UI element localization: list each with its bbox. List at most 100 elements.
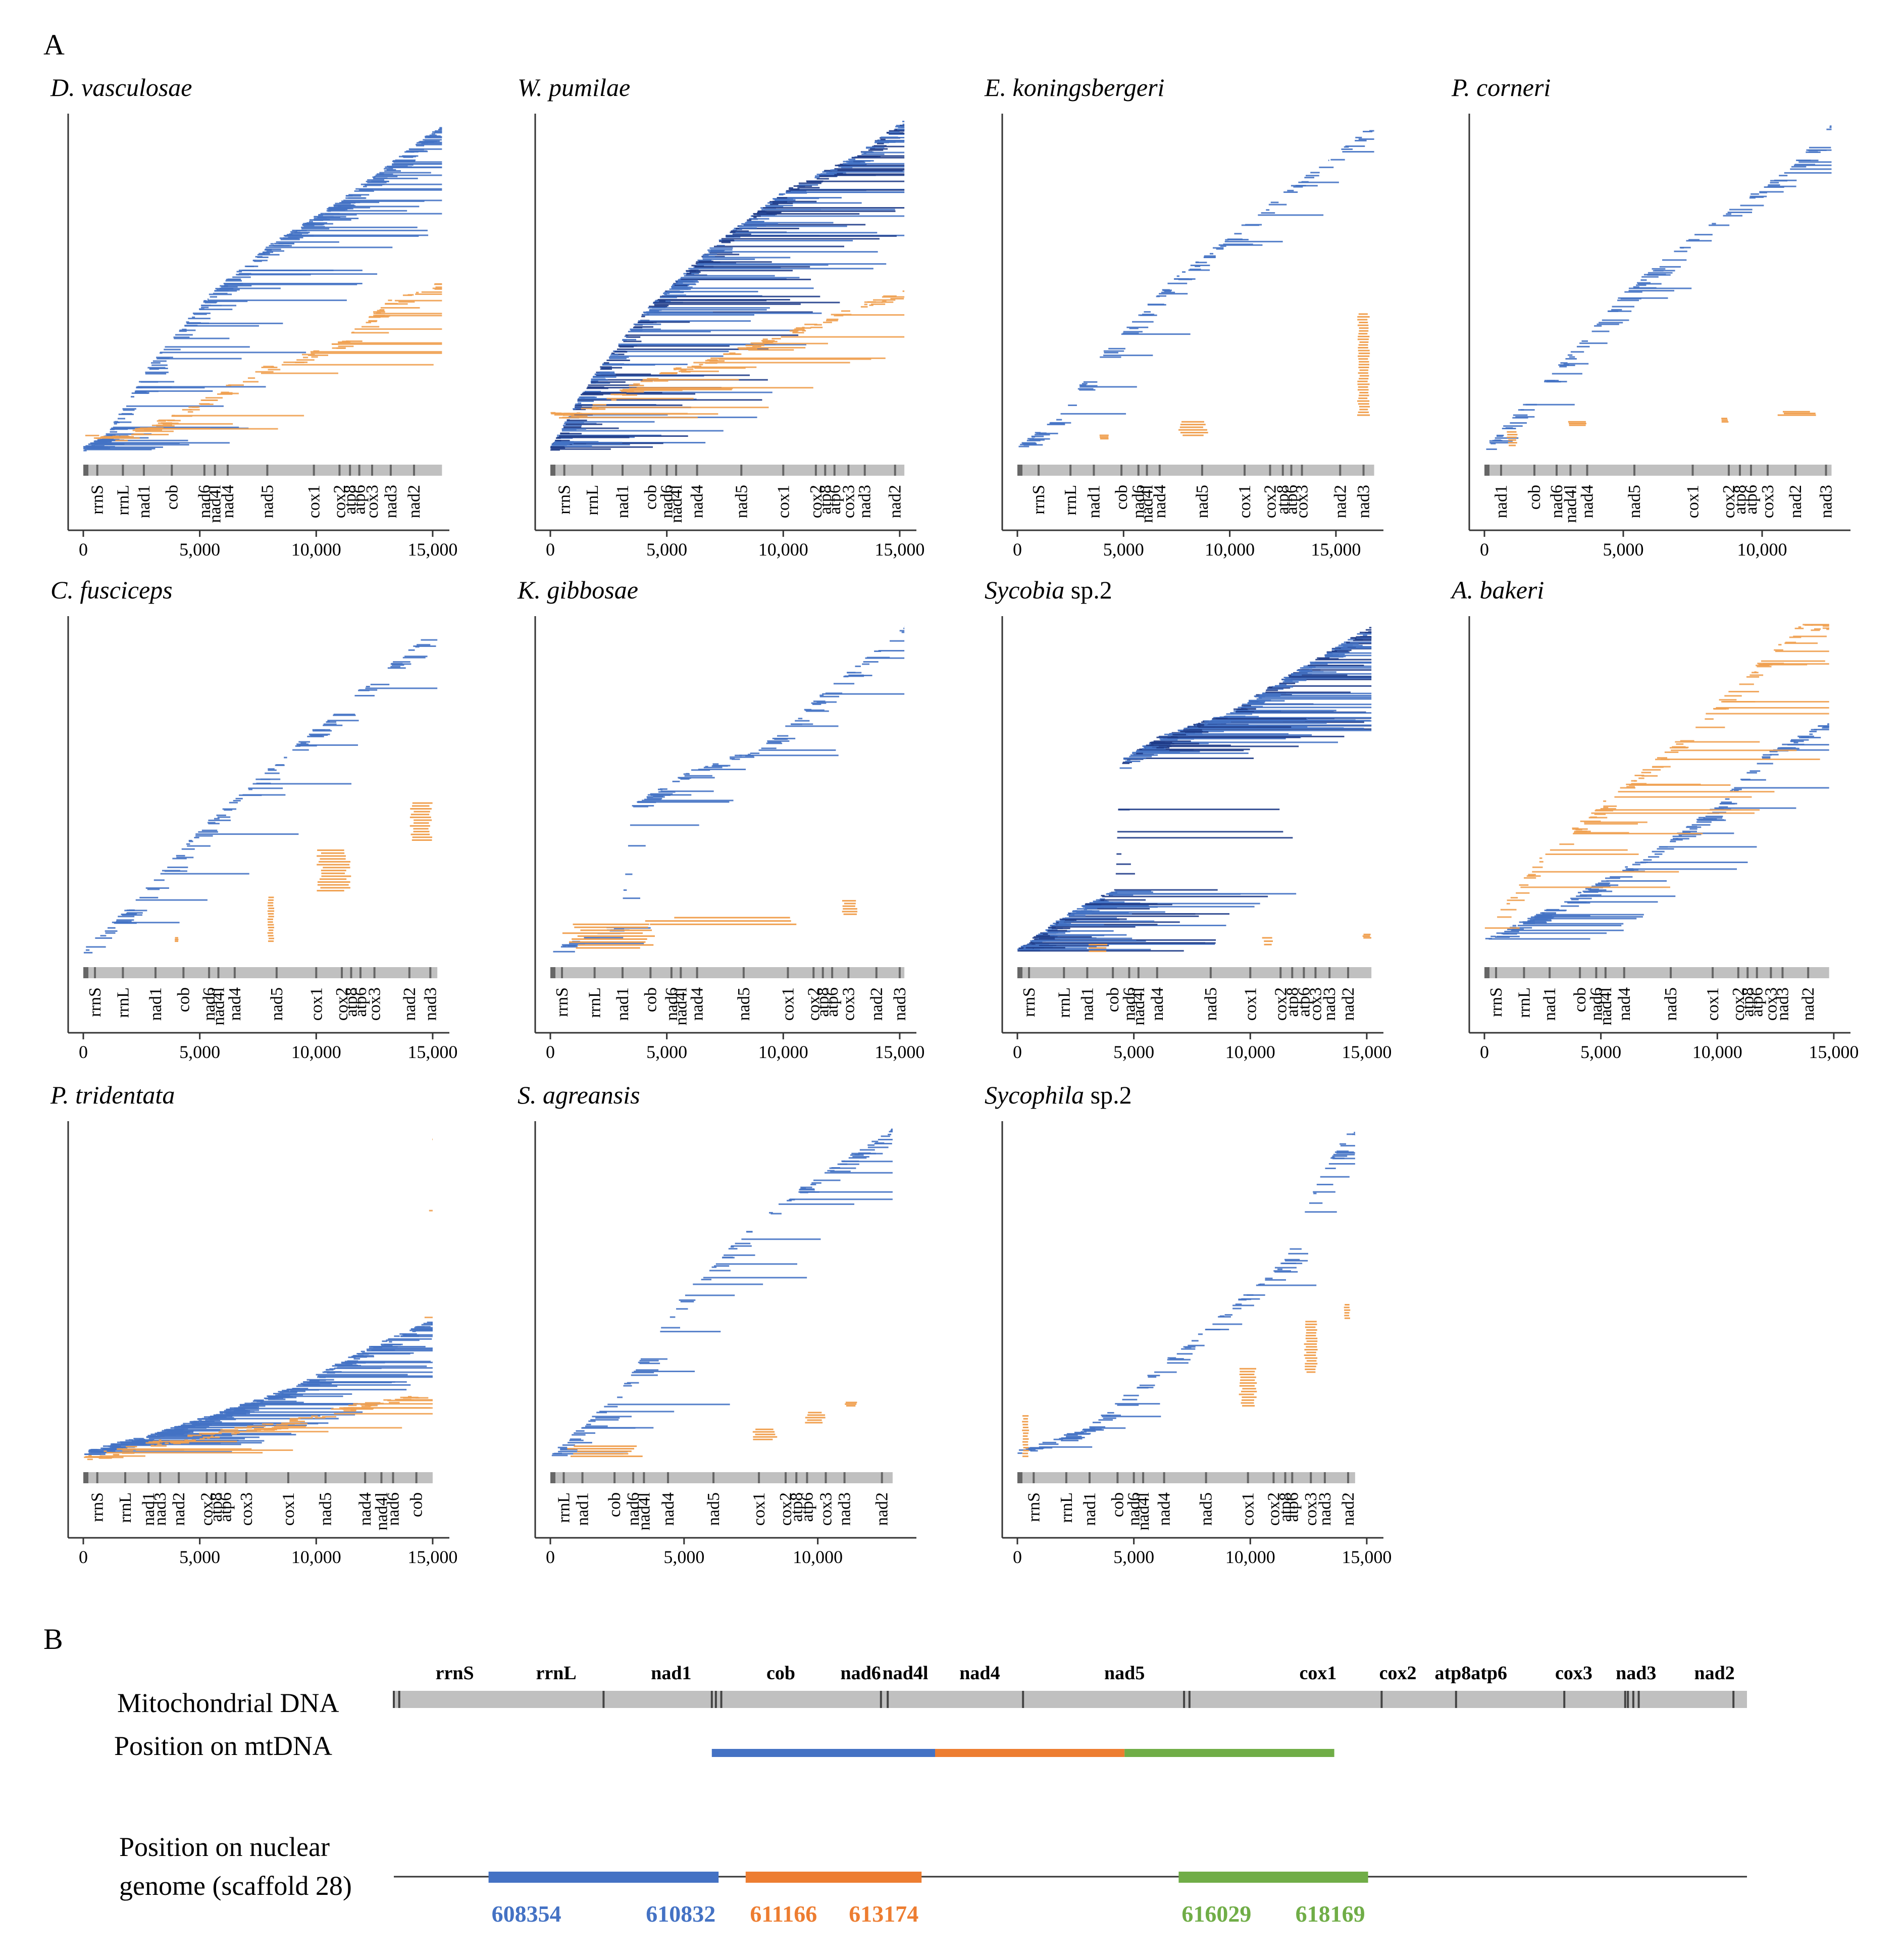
- gene-boundary-tick: [1281, 465, 1284, 476]
- gene-boundary-tick: [622, 967, 624, 978]
- mtdna-gene-boundary: [710, 1691, 713, 1708]
- gene-boundary-tick: [245, 1472, 247, 1483]
- gene-boundary-tick: [758, 1472, 760, 1483]
- gene-boundary-tick: [208, 967, 211, 978]
- gene-label: rrnS: [553, 987, 572, 1017]
- gene-label: nad4: [1155, 1492, 1174, 1526]
- gene-label: rrnL: [116, 1492, 135, 1523]
- gene-boundary-tick: [1249, 967, 1252, 978]
- nuclear-segment-2: [745, 1872, 922, 1883]
- x-tick-label: 0: [1013, 1042, 1022, 1062]
- gene-boundary-tick: [1301, 465, 1303, 476]
- gene-boundary-tick: [214, 465, 216, 476]
- mtdna-gene-boundary: [1455, 1691, 1457, 1708]
- gene-label: nad2: [867, 987, 886, 1021]
- mt-gene-label: nad4l: [883, 1663, 929, 1684]
- gene-label: atp8: [1274, 485, 1293, 515]
- gene-label: nad3: [151, 1492, 170, 1526]
- gene-label: nad5: [1202, 987, 1220, 1021]
- genome-bar: [550, 1472, 893, 1483]
- gene-label: nad4l: [1597, 987, 1615, 1026]
- gene-label: cox2: [1271, 987, 1290, 1021]
- gene-label: cob: [1525, 485, 1544, 510]
- gene-label: nad1: [1492, 485, 1511, 518]
- gene-boundary-tick: [712, 1472, 715, 1483]
- row-label-position-mtdna: Position on mtDNA: [114, 1731, 332, 1761]
- gene-boundary-tick: [1279, 967, 1282, 978]
- gene-boundary-tick: [178, 1472, 180, 1483]
- gene-boundary-tick: [1807, 967, 1810, 978]
- gene-boundary-tick: [324, 1472, 327, 1483]
- gene-label: nad3: [421, 987, 440, 1021]
- gene-label: nad6: [1125, 1492, 1144, 1526]
- gene-boundary-tick: [1017, 465, 1022, 476]
- chart-title-species: P. tridentata: [50, 1081, 175, 1109]
- gene-label: nad4l: [1129, 987, 1148, 1026]
- mt-gene-label: rrnS: [436, 1663, 474, 1684]
- mtdna-gene-boundary: [714, 1691, 717, 1708]
- x-tick-label: 0: [546, 539, 555, 560]
- gene-boundary-tick: [843, 1472, 846, 1483]
- gene-label: nad5: [732, 485, 751, 518]
- gene-label: atp6: [1295, 987, 1313, 1017]
- gene-label: nad4: [356, 1492, 375, 1526]
- mt-gene-label: nad1: [651, 1663, 691, 1684]
- gene-boundary-tick: [1137, 465, 1140, 476]
- genome-bar: [1017, 465, 1374, 476]
- gene-boundary-tick: [613, 1472, 616, 1483]
- gene-label: atp6: [1282, 485, 1301, 515]
- gene-label: cox1: [307, 987, 326, 1021]
- gene-label: nad4l: [635, 1492, 653, 1531]
- gene-label: nad3: [856, 485, 874, 518]
- gene-boundary-tick: [821, 967, 824, 978]
- gene-boundary-tick: [740, 465, 743, 476]
- gene-label: cob: [1571, 987, 1589, 1012]
- gene-boundary-tick: [1770, 967, 1772, 978]
- gene-label: nad6: [200, 987, 219, 1021]
- gene-label: cox3: [839, 485, 858, 518]
- gene-boundary-tick: [1579, 967, 1581, 978]
- nuclear-coordinate: 611166: [750, 1901, 817, 1927]
- x-tick-label: 5,000: [1113, 1547, 1154, 1567]
- gene-boundary-tick: [124, 1472, 127, 1483]
- x-tick-label: 10,000: [291, 539, 341, 560]
- gene-label: cox1: [1684, 485, 1703, 518]
- chart-title-species: K. gibbosae: [517, 576, 638, 604]
- gene-boundary-tick: [341, 967, 343, 978]
- gene-boundary-tick: [561, 967, 563, 978]
- x-tick-label: 0: [79, 1547, 88, 1567]
- gene-boundary-tick: [1120, 465, 1123, 476]
- gene-boundary-tick: [142, 465, 145, 476]
- gene-label: nad5: [1193, 485, 1212, 518]
- x-tick-label: 5,000: [1580, 1042, 1621, 1062]
- genome-bar: [83, 465, 442, 476]
- gene-boundary-tick: [1156, 967, 1158, 978]
- gene-boundary-tick: [1691, 465, 1694, 476]
- gene-label: nad3: [1773, 987, 1792, 1021]
- x-tick-label: 15,000: [874, 539, 924, 560]
- gene-label: nad5: [258, 485, 277, 518]
- gene-boundary-tick: [1291, 967, 1294, 978]
- gene-boundary-tick: [358, 465, 361, 476]
- chart-title: C. fusciceps: [50, 576, 173, 604]
- chart-title-species: E. koningsbergeri: [984, 73, 1164, 102]
- panel-a-label: A: [43, 28, 65, 61]
- nuclear-coordinate: 613174: [849, 1901, 918, 1927]
- gene-boundary-tick: [1347, 967, 1350, 978]
- gene-boundary-tick: [1756, 967, 1758, 978]
- mtdna-gene-boundary: [1624, 1691, 1626, 1708]
- gene-boundary-tick: [563, 465, 565, 476]
- gene-label: nad4: [1148, 987, 1167, 1021]
- gene-boundary-tick: [847, 465, 850, 476]
- x-tick-label: 0: [1480, 1042, 1489, 1062]
- mtdna-gene-boundary: [1637, 1691, 1640, 1708]
- gene-boundary-tick: [94, 967, 96, 978]
- gene-label: nad1: [613, 485, 632, 518]
- chart-title: P. corneri: [1451, 73, 1551, 102]
- x-tick-label: 5,000: [663, 1547, 704, 1567]
